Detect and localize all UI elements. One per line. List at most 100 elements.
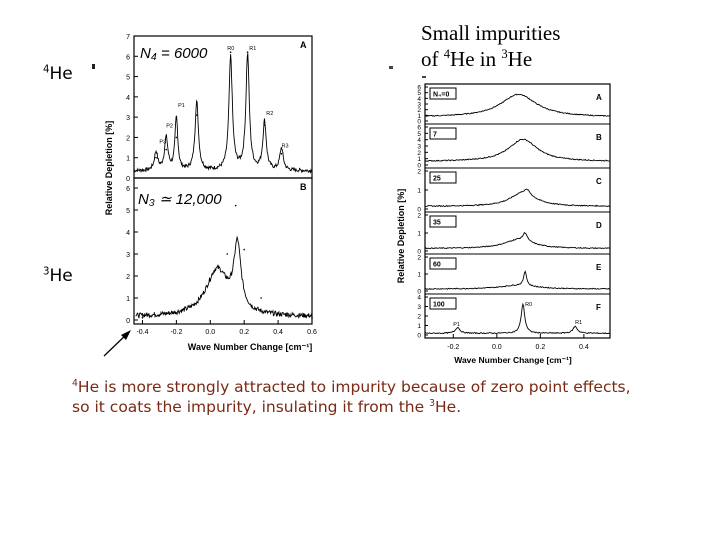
left-x-axis-label: Wave Number Change [cm⁻¹] [188,342,312,352]
n4-box-label: 60 [433,262,441,269]
panel-b-x-tick-label: 0.4 [273,329,283,336]
peak-label-p1: P1 [178,103,185,109]
panel-a-data-point [155,156,157,159]
n4-box-label: 25 [433,176,441,183]
right-y-tick-label: 0 [417,207,421,214]
right-y-tick-label: 4 [417,137,421,144]
panel-b-data-point [234,204,237,207]
right-y-tick-label: 2 [417,107,421,114]
panel-a-data-point [246,51,249,54]
panel-a-y-tick-label: 6 [126,54,130,61]
n4-box [429,171,457,184]
right-y-tick-label: 1 [417,113,421,120]
right-x-axis-label: Wave Number Change [cm⁻¹] [454,355,572,365]
right-y-tick-label: 5 [417,90,421,97]
panel-b-y-tick-label: 3 [126,252,130,259]
n4-box-label: 100 [433,302,445,309]
panel-b-spectrum [135,235,313,320]
panel-a-y-tick-label: 3 [126,115,130,122]
n4-box [429,215,457,228]
he4-label: 4He [43,64,73,84]
panel-b-data-point [243,248,245,251]
n4-box [429,257,457,270]
panel-b-y-tick-label: 5 [126,208,130,215]
pointer-arrow-head [121,330,131,340]
panel-b-frame [133,177,313,325]
right-y-tick-label: 2 [417,150,421,157]
panel-a-y-tick-label: 4 [126,95,130,102]
right-panel-letter-f: F [596,303,601,312]
right-panel-spectrum-a [424,93,611,117]
panel-b-data-point [226,253,229,255]
right-y-tick-label: 2 [417,213,421,220]
panel-b-y-tick-label: 6 [126,186,130,193]
panel-b-letter: B [300,182,307,192]
right-y-tick-label: 1 [417,231,421,238]
right-panel-letter-b: B [596,133,602,142]
panel-a-y-tick-label: 0 [126,176,130,183]
left-figure: Relative Depletion [%] 0 1 2 3 4 5 6 7 P3 P2 P1 R0 R… [104,34,317,352]
panel-a-y-tick-label: 7 [126,34,130,41]
panel-a-spectrum [133,53,313,174]
right-y-tick-label: 0 [417,119,421,126]
right-y-axis-label: Relative Depletion [%] [396,189,406,284]
right-y-tick-label: 2 [417,314,421,321]
right-y-tick-label: 0 [417,333,421,340]
peak-label-p1: P1 [453,322,460,328]
peak-label-p3: P3 [159,140,166,146]
peak-label-r3: R3 [281,144,288,150]
peak-label-r1: R1 [249,46,256,52]
n4-box-label: 7 [433,132,437,139]
panel-b-data-point [141,317,144,319]
right-y-tick-label: 6 [417,85,421,92]
right-y-tick-label: 3 [417,304,421,311]
scan-speck [389,66,393,69]
panel-a-data-point [165,148,168,151]
peak-label-r2: R2 [266,111,273,117]
right-y-tick-label: 3 [417,144,421,151]
right-y-tick-label: 5 [417,131,421,138]
right-y-tick-label: 0 [417,289,421,296]
n4-box [429,87,457,100]
panel-b-x-tick-label: 0.6 [307,329,317,336]
right-y-tick-label: 3 [417,102,421,109]
right-y-tick-label: 1 [417,323,421,330]
panel-a-data-point [229,51,232,54]
panel-b-y-tick-label: 1 [126,296,130,303]
panel-b-x-tick-label: -0.2 [170,329,182,336]
panel-b-data-point [209,279,212,282]
panel-b-x-tick-label: 0.2 [239,329,249,336]
right-panel-spectrum-e [424,270,611,290]
right-y-tick-label: 4 [417,96,421,103]
panel-a-data-point [280,152,283,155]
right-x-tick-label: -0.2 [447,344,459,351]
n4-box [429,297,457,310]
right-y-tick-label: 1 [417,188,421,195]
panel-b-data-point [285,312,288,315]
right-panel-spectrum-f [424,302,611,335]
n4-box-label: 35 [433,220,441,227]
right-panel-spectrum-b [424,138,611,162]
scan-speck [92,64,95,69]
title-line-2: of 4He in 3He [421,47,533,71]
right-y-tick-label: 2 [417,255,421,262]
right-y-tick-label: 0 [417,163,421,170]
right-y-tick-label: 6 [417,125,421,132]
right-panel-spectrum-d [424,231,611,250]
scan-speck [422,76,426,78]
panel-b-y-tick-label: 2 [126,274,130,281]
panel-b-x-tick-label: 0.0 [205,329,215,336]
panel-a-data-point [195,114,198,116]
panel-a-y-tick-label: 1 [126,156,130,163]
peak-label-r1: R1 [575,320,582,326]
n4-box-label: N₄=0 [433,92,449,99]
title-line-1: Small impurities [421,21,561,45]
panel-a-data-point [175,136,178,139]
panel-b-data-point [260,297,262,299]
n3-annotation: N₃ ≃ 12,000 [138,191,222,208]
panel-a: 0 1 2 3 4 5 6 7 P3 P2 P1 R0 R1 R2 R3 A N₄ = 6000 [126,34,313,183]
right-x-tick-label: 0.2 [535,344,545,351]
